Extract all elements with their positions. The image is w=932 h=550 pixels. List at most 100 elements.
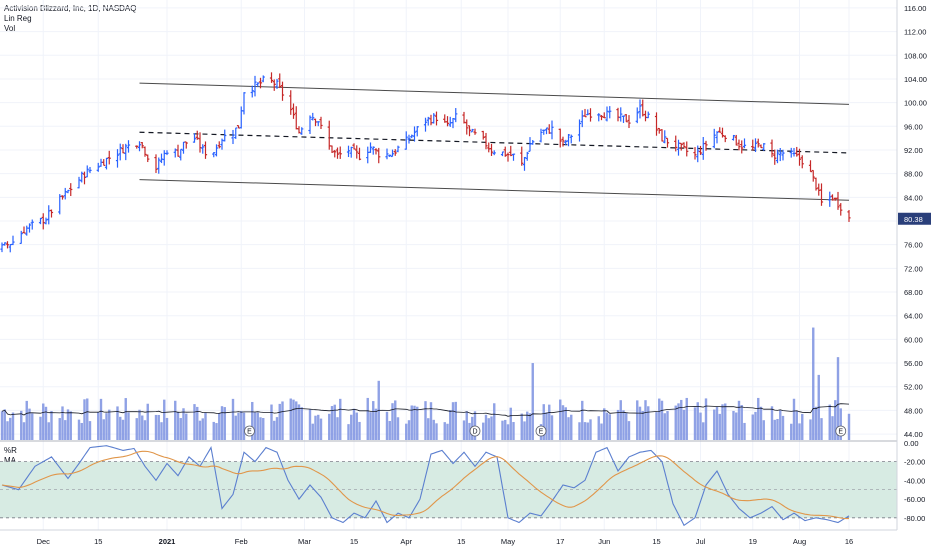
volume-bar	[135, 418, 138, 440]
volume-bar	[369, 412, 372, 440]
price-tick-label: 96.00	[904, 122, 923, 131]
ohlc-bar	[250, 85, 254, 98]
ohlc-bar	[135, 145, 139, 149]
volume-bar	[702, 422, 705, 440]
ohlc-bar	[718, 127, 722, 133]
ohlc-bar	[828, 191, 832, 207]
ohlc-bar	[385, 148, 389, 160]
volume-bar	[809, 419, 812, 440]
volume-bar	[820, 418, 823, 440]
time-tick-label: 15	[652, 537, 660, 546]
volume-bar	[663, 413, 666, 440]
volume-bar	[198, 420, 202, 440]
volume-bar	[424, 401, 427, 440]
volume-bar	[97, 412, 100, 440]
volume-bar	[468, 422, 471, 440]
price-tick-label: 84.00	[904, 193, 923, 202]
volume-bar	[638, 406, 642, 440]
ohlc-bar	[723, 135, 727, 143]
price-tick-label: 48.00	[904, 406, 923, 415]
volume-bar	[6, 421, 9, 440]
oscillator-ma-label[interactable]: MA	[4, 456, 16, 465]
ohlc-bar	[242, 92, 246, 115]
ohlc-bar	[77, 176, 81, 189]
ohlc-bar	[795, 146, 799, 157]
ohlc-bar	[698, 145, 703, 155]
ohlc-bar	[159, 153, 164, 164]
volume-bar	[350, 414, 353, 440]
volume-bar	[138, 409, 141, 440]
price-tick-label: 104.00	[904, 75, 927, 84]
volume-bar	[647, 406, 650, 440]
ohlc-bar	[102, 159, 106, 166]
ohlc-bar	[544, 127, 549, 135]
ohlc-bar	[429, 114, 433, 126]
williams-r-label[interactable]: %R	[4, 446, 17, 455]
ohlc-bar	[404, 131, 408, 150]
volume-bar	[578, 422, 581, 440]
ohlc-bar	[319, 116, 323, 130]
ohlc-bar	[586, 109, 590, 116]
ohlc-bar	[118, 143, 122, 161]
ohlc-bar	[308, 115, 312, 134]
volume-bar	[292, 399, 295, 440]
volume-bar	[443, 422, 446, 440]
study-lin-reg-label[interactable]: Lin Reg	[4, 14, 32, 23]
volume-bar	[146, 403, 149, 440]
volume-bar	[619, 400, 622, 440]
volume-bar	[512, 422, 515, 440]
volume-bar	[586, 422, 589, 440]
symbol-title[interactable]: Activision Blizzard, Inc, 1D, NASDAQ	[4, 4, 137, 13]
ohlc-bar	[781, 149, 785, 161]
ohlc-bar	[847, 210, 851, 222]
volume-bar	[9, 417, 12, 440]
ohlc-bar	[789, 147, 793, 158]
event-marker-circle	[469, 425, 481, 437]
ohlc-bar	[448, 116, 452, 127]
study-volume-label[interactable]: Vol	[4, 24, 16, 33]
ohlc-bar	[542, 129, 546, 135]
price-tick-label: 68.00	[904, 288, 923, 297]
volume-bar	[0, 411, 4, 440]
ohlc-bar	[38, 217, 43, 225]
volume-bar	[732, 410, 735, 440]
volume-bar	[432, 419, 435, 440]
ohlc-bar	[742, 138, 747, 149]
ohlc-bar	[355, 145, 359, 159]
volume-bar	[50, 411, 53, 440]
ohlc-bar	[500, 151, 505, 157]
volume-bar	[718, 413, 721, 440]
volume-bar	[699, 412, 702, 440]
volume-bar	[204, 412, 207, 440]
volume-bar	[583, 422, 587, 440]
volume-bar	[429, 402, 433, 440]
volume-bar	[561, 405, 565, 440]
ohlc-bar	[115, 149, 120, 168]
volume-bar	[212, 421, 215, 440]
ohlc-bar	[30, 219, 34, 230]
ohlc-bar	[327, 120, 331, 150]
ohlc-bar	[547, 124, 551, 134]
time-tick-label: May	[501, 537, 515, 546]
volume-bar	[625, 413, 628, 440]
ohlc-bar	[599, 115, 604, 121]
ohlc-bar	[415, 126, 419, 137]
volume-bar	[108, 409, 111, 440]
volume-bar	[589, 419, 592, 440]
volume-bar	[275, 417, 279, 440]
ohlc-bar	[481, 130, 485, 140]
volume-bar	[42, 403, 45, 440]
volume-bar	[270, 404, 273, 440]
ohlc-bar	[522, 156, 527, 171]
ohlc-bar	[99, 158, 103, 167]
ohlc-bar	[712, 128, 716, 149]
ohlc-bar	[830, 194, 835, 201]
volume-bar	[759, 406, 763, 440]
ohlc-bar	[96, 162, 100, 172]
ohlc-bar	[239, 106, 243, 129]
ohlc-bar	[214, 144, 219, 157]
volume-bar	[77, 419, 81, 440]
ohlc-bar	[608, 106, 612, 119]
ohlc-bar	[269, 72, 274, 83]
